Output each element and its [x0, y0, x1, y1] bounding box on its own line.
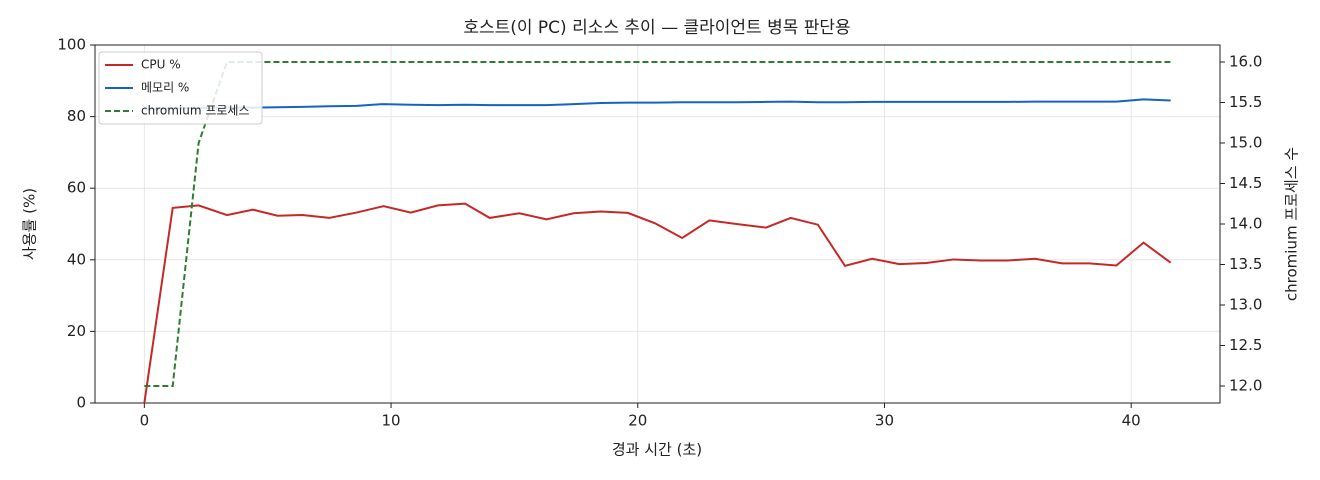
y2-axis-label: chromium 프로세스 수	[1283, 147, 1301, 301]
y-axis-label: 사용률 (%)	[21, 188, 39, 260]
x-tick-label: 10	[382, 412, 401, 430]
y-tick-label: 60	[67, 179, 86, 197]
series-line	[144, 98, 1171, 111]
y2-tick-label: 13.5	[1229, 255, 1262, 273]
y-tick-label: 0	[76, 394, 86, 412]
x-tick-label: 30	[875, 412, 894, 430]
series-line	[143, 202, 1172, 404]
legend-box	[98, 51, 263, 125]
y-tick-label: 100	[57, 36, 86, 54]
y2-tick-label: 15.5	[1229, 93, 1262, 111]
y2-tick-label: 14.5	[1229, 174, 1262, 192]
plot-frame	[94, 44, 1221, 404]
y2-tick-label: 14.0	[1229, 215, 1262, 233]
y2-tick-label: 16.0	[1229, 53, 1262, 71]
y2-tick-label: 13.0	[1229, 295, 1262, 313]
chart-title: 호스트(이 PC) 리소스 추이 — 클라이언트 병목 판단용	[463, 18, 850, 38]
legend-label: CPU %	[141, 58, 181, 72]
x-tick-label: 0	[140, 412, 150, 430]
x-tick-label: 20	[628, 412, 647, 430]
y-tick-label: 80	[67, 107, 86, 125]
y2-tick-label: 15.0	[1229, 134, 1262, 152]
legend-label: 메모리 %	[141, 81, 189, 95]
x-tick-label: 40	[1122, 412, 1141, 430]
legend-label: chromium 프로세스	[141, 104, 250, 118]
y2-tick-label: 12.0	[1229, 376, 1262, 394]
y2-tick-label: 12.5	[1229, 336, 1262, 354]
y-tick-label: 20	[67, 322, 86, 340]
x-axis-label: 경과 시간 (초)	[612, 441, 702, 459]
series-line	[144, 61, 1171, 387]
y-tick-label: 40	[67, 250, 86, 268]
